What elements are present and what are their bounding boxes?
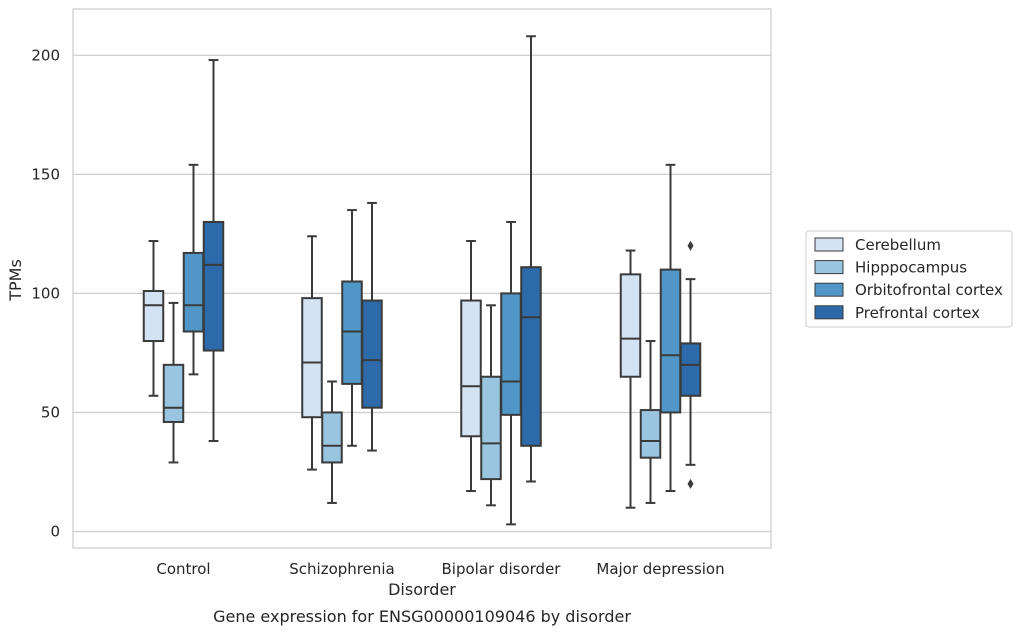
legend-label: Orbitofrontal cortex <box>855 281 1003 299</box>
y-axis-label: TPMs <box>6 259 25 302</box>
box-body <box>361 299 383 409</box>
box-body <box>162 363 185 423</box>
box-groups <box>142 35 702 526</box>
box-3-3 <box>679 240 702 489</box>
x-tick-label: Bipolar disorder <box>442 560 562 578</box>
box-1-2 <box>480 304 502 507</box>
box-2-3 <box>659 163 682 493</box>
legend-swatch <box>814 305 844 320</box>
box-3-1 <box>361 201 383 452</box>
chart-caption: Gene expression for ENSG00000109046 by d… <box>213 607 631 626</box>
legend: Cerebellum Hipppocampus Orbitofrontal cort… <box>805 230 1013 328</box>
box-2-1 <box>341 209 363 447</box>
x-tick-labels: Control Schizophrenia Bipolar disorder Majo… <box>156 560 724 578</box>
box-body <box>659 268 682 414</box>
box-body <box>460 299 482 438</box>
box-body <box>619 273 642 378</box>
box-body <box>639 409 662 459</box>
legend-swatch <box>814 282 844 297</box>
x-tick-label: Schizophrenia <box>289 560 394 578</box>
box-1-3 <box>639 340 662 504</box>
legend-swatch <box>814 237 844 252</box>
box-body <box>500 292 522 416</box>
x-tick-label: Control <box>156 560 210 578</box>
box-body <box>321 411 343 464</box>
box-3-2 <box>520 35 542 483</box>
box-0-3 <box>619 249 642 509</box>
legend-label: Cerebellum <box>855 236 941 254</box>
y-tick-label: 100 <box>31 284 60 302</box>
legend-frame <box>805 230 1013 328</box>
box-body <box>679 342 702 397</box>
box-body <box>520 266 542 447</box>
legend-swatch <box>814 260 844 275</box>
legend-label: Prefrontal cortex <box>855 304 980 322</box>
y-tick-label: 200 <box>31 46 60 64</box>
box-body <box>142 290 165 343</box>
box-body <box>202 220 225 352</box>
box-body <box>301 297 323 419</box>
plot-frame <box>72 8 772 549</box>
legend-label: Hipppocampus <box>855 259 967 277</box>
outlier-point <box>687 240 694 251</box>
box-body <box>480 375 502 481</box>
box-1-1 <box>321 380 343 504</box>
box-2-0 <box>182 163 205 376</box>
box-0-2 <box>460 240 482 493</box>
outlier-point <box>687 478 694 489</box>
box-0-1 <box>301 235 323 471</box>
y-tick-label: 150 <box>31 165 60 183</box>
box-0-0 <box>142 240 165 397</box>
box-body <box>341 280 363 385</box>
y-tick-label: 0 <box>50 523 60 541</box>
y-tick-label: 50 <box>41 403 60 421</box>
x-tick-label: Major depression <box>596 560 724 578</box>
y-tick-labels: 0 50 100 150 200 <box>31 46 60 540</box>
box-body <box>182 251 205 333</box>
box-3-0 <box>202 59 225 443</box>
x-axis-label: Disorder <box>388 580 456 599</box>
box-2-2 <box>500 220 522 526</box>
box-1-0 <box>162 301 185 464</box>
